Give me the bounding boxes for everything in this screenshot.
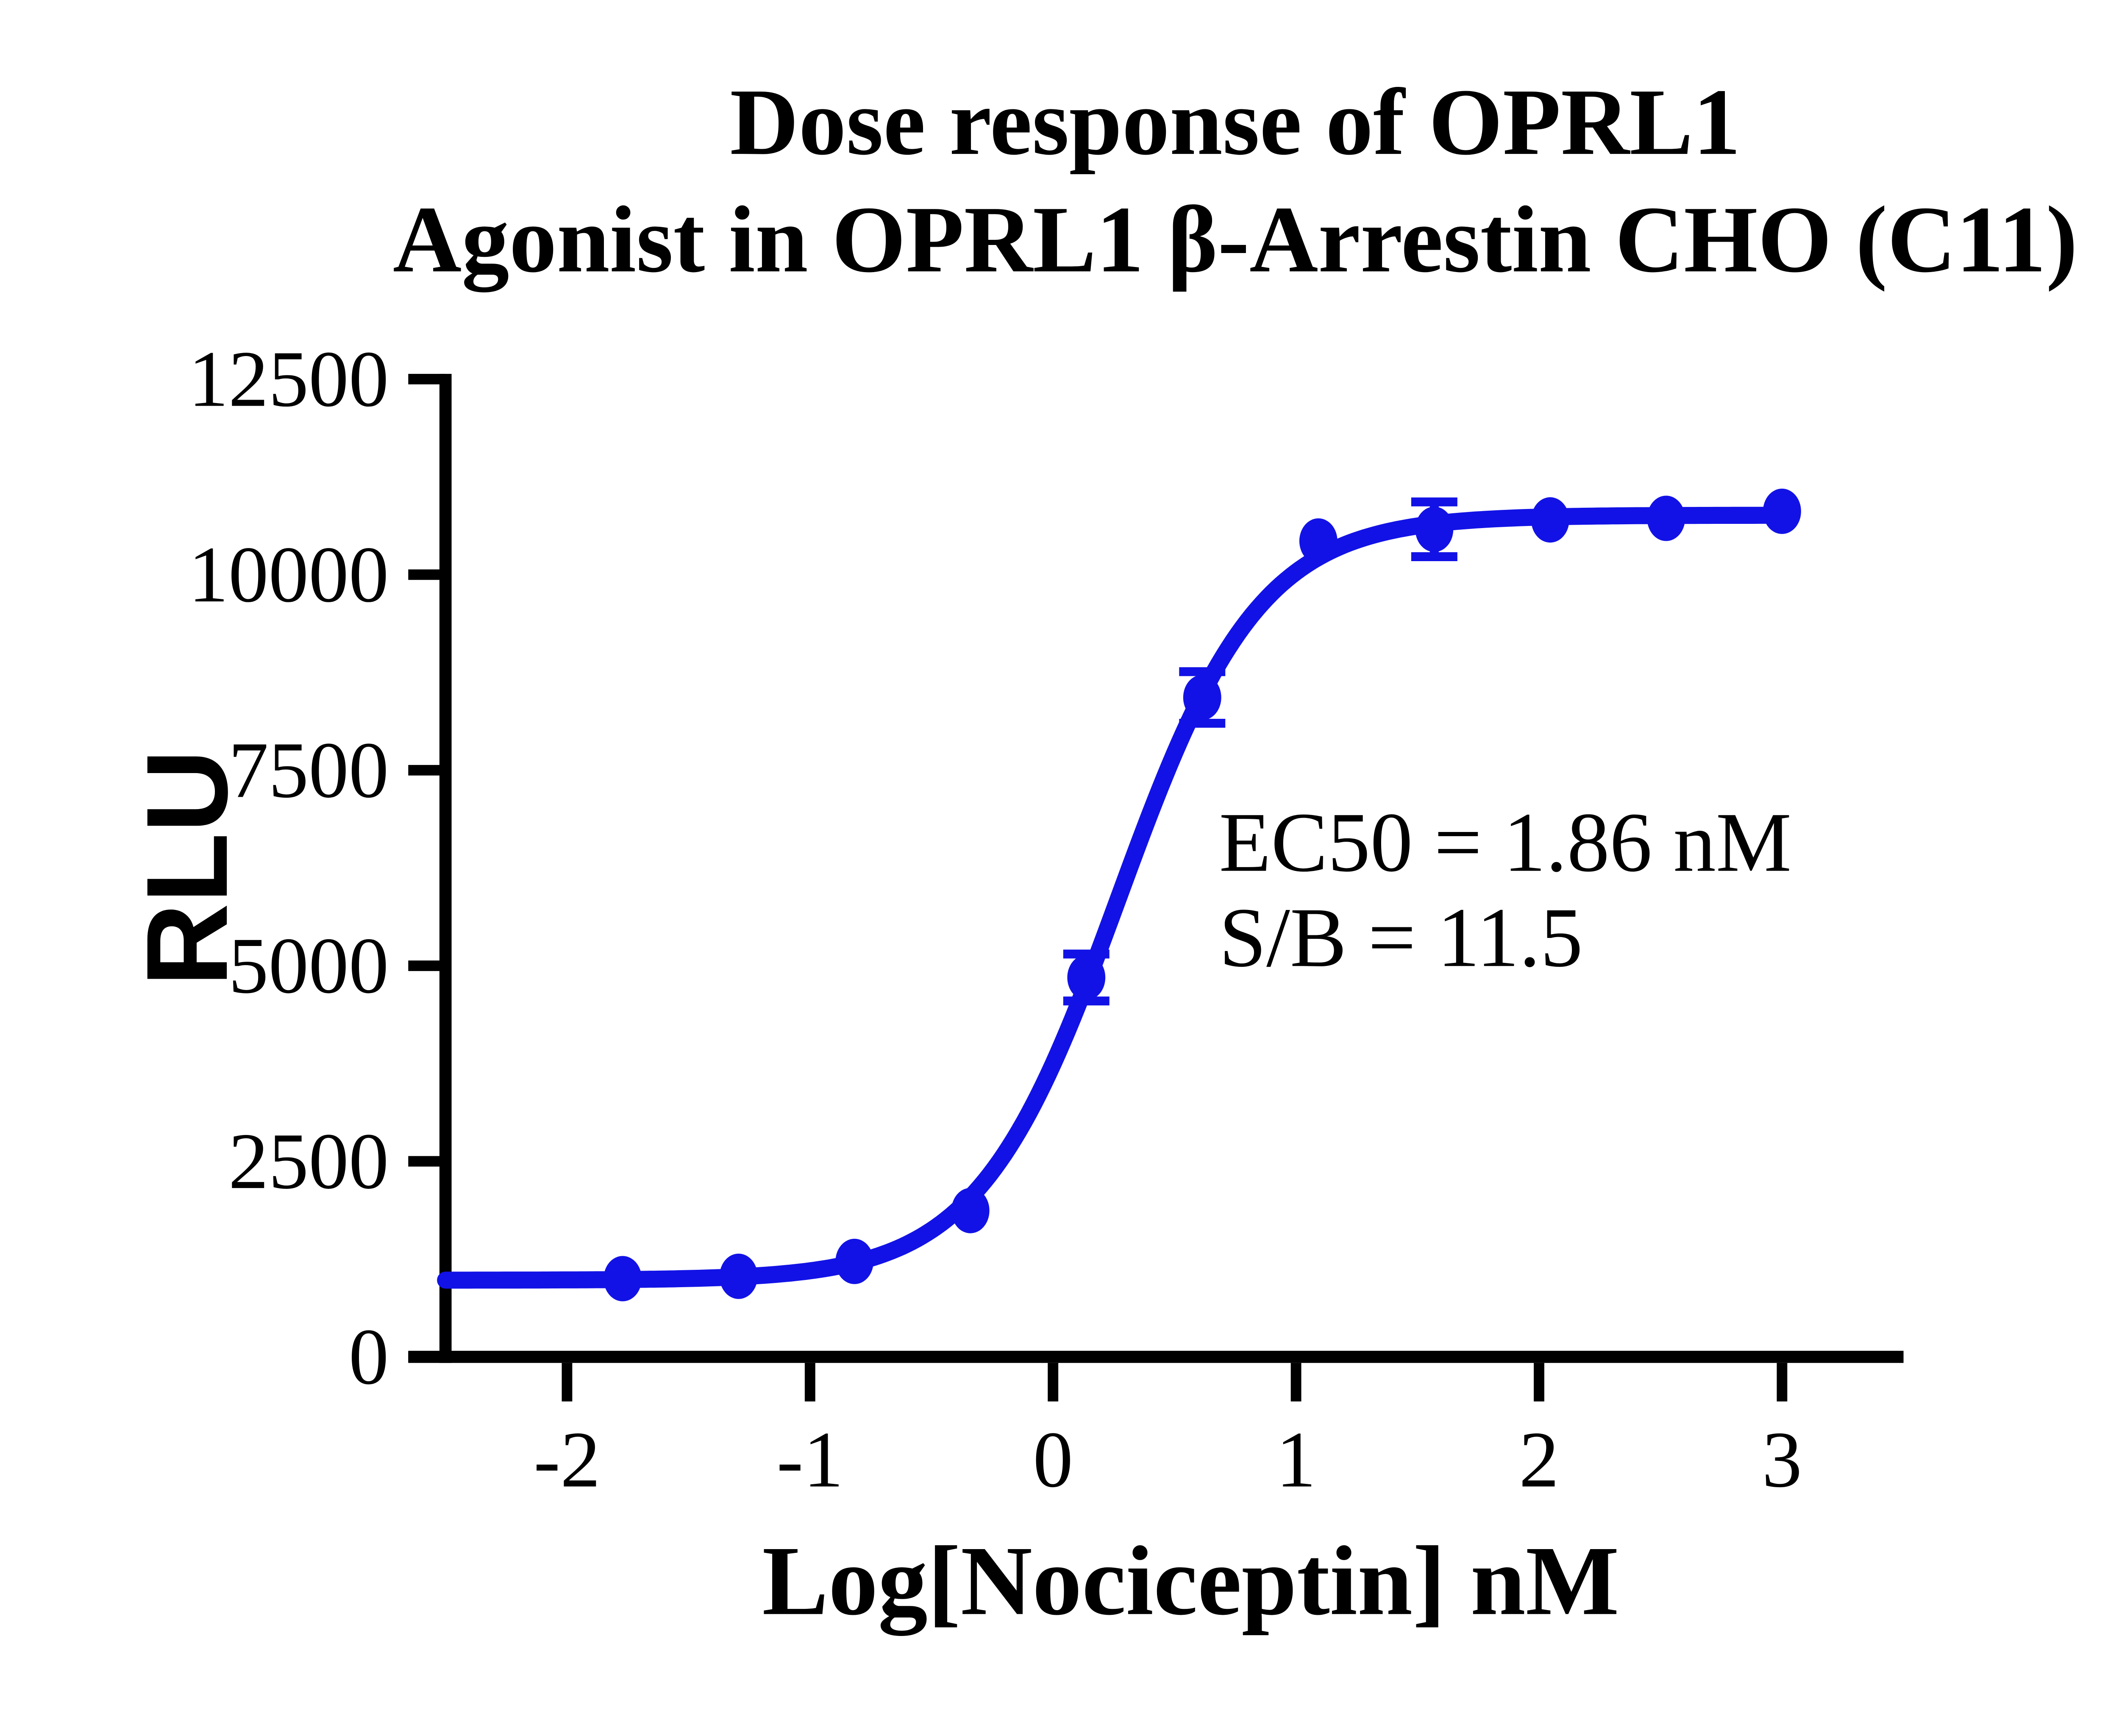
y-tick-label: 0 <box>349 1312 389 1401</box>
plot-area: 0 2500 5000 7500 10000 12500 -2 -1 0 1 2 3 <box>188 334 1904 1504</box>
x-tick-label: 1 <box>1276 1415 1316 1504</box>
dose-response-chart: Dose response of OPRL1 Agonist in OPRL1 … <box>0 0 2119 1659</box>
y-tick-label: 12500 <box>188 334 389 423</box>
data-point <box>1183 675 1221 721</box>
data-point <box>1763 488 1801 534</box>
y-tick-label: 2500 <box>228 1116 389 1205</box>
x-tick-label: 3 <box>1762 1415 1802 1504</box>
chart-background <box>0 0 2119 1659</box>
data-point <box>1299 518 1338 564</box>
y-tick-label: 10000 <box>188 530 389 619</box>
data-point <box>603 1256 642 1302</box>
y-tick-label: 5000 <box>228 921 389 1010</box>
data-point <box>1415 506 1454 552</box>
annotation-ec50: EC50 = 1.86 nM <box>1219 796 1792 890</box>
x-tick-label: 2 <box>1519 1415 1559 1504</box>
x-axis-title: Log[Nociceptin] nM <box>762 1525 1619 1636</box>
data-point <box>1531 497 1569 543</box>
dose-response-figure: Dose response of OPRL1 Agonist in OPRL1 … <box>0 0 2119 1659</box>
chart-title-line2: Agonist in OPRL1 β-Arrestin CHO (C11) <box>393 186 2077 292</box>
annotation-sb: S/B = 11.5 <box>1219 890 1583 985</box>
data-point <box>1067 954 1106 1000</box>
data-point <box>1647 495 1685 541</box>
y-tick-label: 7500 <box>228 725 389 814</box>
data-point <box>951 1188 990 1233</box>
x-tick-label: -2 <box>534 1415 601 1504</box>
y-axis-title: RLU <box>122 749 251 987</box>
x-tick-label: -1 <box>777 1415 844 1504</box>
x-tick-label: 0 <box>1033 1415 1073 1504</box>
chart-title-line1: Dose response of OPRL1 <box>730 69 1741 175</box>
data-point <box>719 1253 758 1299</box>
data-point <box>835 1238 874 1284</box>
